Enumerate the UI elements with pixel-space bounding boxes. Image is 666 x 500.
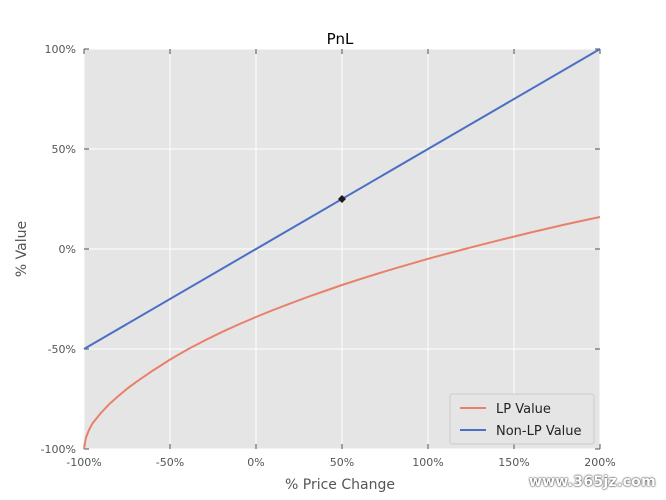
legend-box [449,393,595,445]
y-tick-label: -50% [48,343,76,356]
intersection-marker [338,195,346,203]
legend-label: LP Value [496,402,551,417]
x-tick-label: 0% [247,456,264,469]
chart-title: PnL [327,30,354,48]
watermark: www.365jz.com [528,474,656,490]
y-tick-label: -100% [41,443,76,456]
x-tick-label: 150% [498,456,529,469]
y-tick-label: 50% [52,143,76,156]
x-tick-label: 200% [584,456,615,469]
x-tick-label: 50% [330,456,354,469]
y-tick-label: 100% [45,43,76,56]
legend-label: Non-LP Value [496,424,582,439]
x-axis-ticks: -100% -50% 0% 50% 100% 150% 200% [66,49,616,469]
legend: LP Value Non-LP Value [449,393,595,445]
y-axis-ticks: -100% -50% 0% 50% 100% [41,43,600,456]
x-tick-label: -50% [156,456,184,469]
x-tick-label: 100% [412,456,443,469]
markers [338,195,346,203]
y-axis-label: % Value [14,221,30,277]
x-tick-label: -100% [66,456,101,469]
y-tick-label: 0% [59,243,76,256]
x-axis-label: % Price Change [285,477,395,493]
series-line-lp-value [83,216,601,450]
